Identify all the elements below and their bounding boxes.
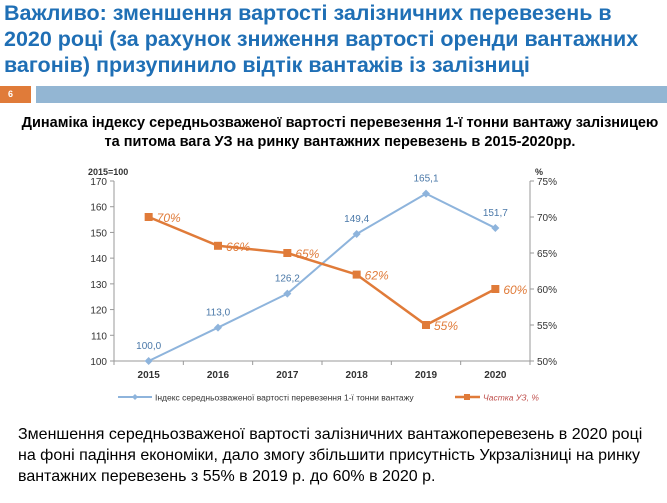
y-tick-label: 150 [90,228,107,239]
y2-tick-label: 75% [537,177,557,188]
header-bar [36,86,667,103]
data-point [491,224,500,233]
data-label: 70% [157,211,181,225]
x-tick-label: 2016 [207,370,230,381]
y-tick-label: 120 [90,306,107,317]
y2-tick-label: 60% [537,285,557,296]
data-point [352,229,361,238]
data-point [491,285,500,293]
series-line-1 [148,215,496,327]
x-tick-label: 2017 [276,370,299,381]
data-label: 55% [434,319,458,333]
legend-label-1: Частка УЗ, % [483,393,539,403]
data-point [144,213,153,221]
data-label: 62% [365,269,389,283]
data-point [214,241,222,250]
data-label: 66% [226,240,250,254]
data-label: 151,7 [483,208,508,219]
legend-marker-0 [132,394,138,400]
data-label: 100,0 [136,341,161,352]
y-tick-label: 110 [91,331,107,342]
legend-label-0: Індекс середньозваженої вартості перевез… [155,393,414,403]
y-tick-label: 160 [90,203,107,214]
data-label: 60% [503,283,527,297]
data-label: 113,0 [206,308,231,319]
data-label: 149,4 [344,214,369,225]
y-tick-label: 100 [90,357,107,368]
x-tick-label: 2019 [415,370,438,381]
chart: 100 110 120 130 140 150 160 170 50% 55% 60% 65% 70% 7… [88,167,557,403]
slide-title: Важливо: зменшення вартості залізничних … [4,1,639,77]
slide-number: 6 [0,86,31,103]
y2-tick-label: 50% [537,357,557,368]
y2-tick-label: 55% [537,321,557,332]
y-tick-label: 170 [90,177,107,188]
x-tick-label: 2020 [484,370,507,381]
data-point [422,321,430,329]
legend-marker-1 [464,394,470,400]
data-point [283,289,292,298]
y2-axis-title: % [535,167,543,177]
y-tick-label: 140 [90,254,107,265]
data-point [352,270,361,279]
data-point [144,357,153,365]
x-tick-label: 2015 [138,370,161,381]
data-point [214,323,222,332]
data-label: 165,1 [413,174,438,185]
series-line-0 [148,192,496,362]
footer-text: Зменшення середньозваженої вартості залі… [18,426,643,485]
data-label: 126,2 [275,274,300,285]
y-tick-label: 130 [90,280,107,291]
y2-tick-label: 65% [537,249,557,260]
chart-title: Динаміка індексу середньозваженої вартос… [21,115,659,150]
data-point [283,249,292,257]
y2-tick-label: 70% [537,213,557,224]
x-tick-label: 2018 [346,370,369,381]
data-label: 65% [295,247,319,261]
y-axis-title: 2015=100 [88,167,128,177]
data-point [422,189,430,198]
